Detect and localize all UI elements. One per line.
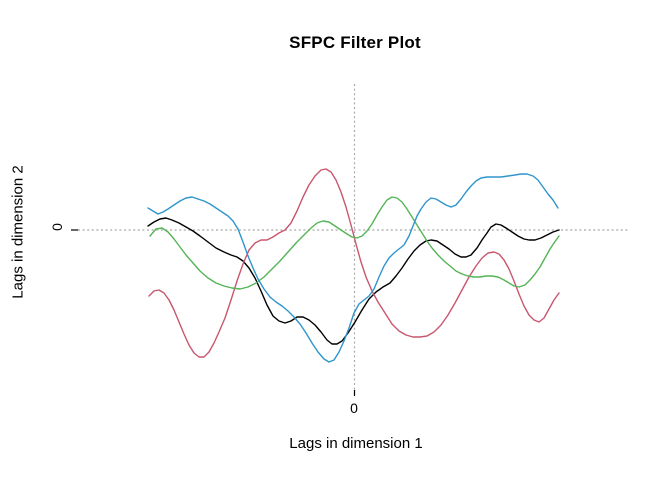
filter-curve-black [147, 217, 560, 345]
y-axis-label: Lags in dimension 2 [9, 165, 27, 299]
y-tick-label-0: 0 [49, 223, 65, 231]
plot-title: SFPC Filter Plot [289, 33, 421, 52]
x-tick-label-0: 0 [350, 400, 358, 416]
filter-curve-green [149, 196, 560, 290]
x-axis-label: Lags in dimension 1 [289, 435, 423, 452]
filter-curve-blue [147, 173, 559, 363]
filter-curve-red [148, 168, 560, 358]
